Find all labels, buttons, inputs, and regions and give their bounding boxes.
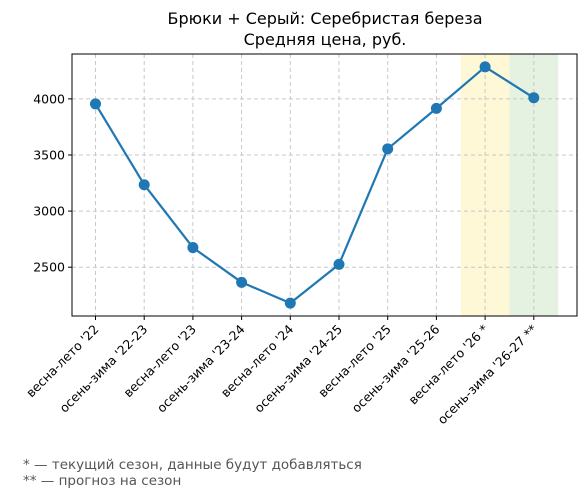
data-point (479, 61, 491, 73)
y-axis: 2500 3000 3500 4000 (33, 91, 72, 275)
y-tick-label: 3500 (33, 147, 65, 162)
y-tick-label: 4000 (33, 91, 65, 106)
grid-lines (72, 54, 577, 316)
season-highlights (460, 54, 559, 316)
season-highlight-band (460, 54, 510, 316)
x-tick-label: осень-зима '25-26 (349, 321, 443, 415)
data-point (430, 102, 442, 114)
data-point (382, 143, 394, 155)
series-line-group (90, 61, 540, 309)
x-tick-label: осень-зима '24-25 (251, 322, 345, 416)
footnote-current-season: * — текущий сезон, данные будут добавлят… (23, 457, 362, 473)
data-point (187, 242, 199, 254)
data-point (333, 258, 345, 270)
data-point (236, 276, 248, 288)
chart-subtitle: Средняя цена, руб. (244, 30, 407, 49)
data-point (528, 92, 540, 104)
footnote-forecast: ** — прогноз на сезон (23, 473, 182, 489)
plot-frame (71, 53, 578, 317)
y-tick-label: 3000 (33, 204, 65, 219)
y-tick-label: 2500 (33, 260, 65, 275)
series-line (94, 65, 535, 305)
data-point (90, 98, 101, 110)
chart-title: Брюки + Серый: Серебристая береза (167, 9, 482, 28)
x-tick-label: осень-зима '22-23 (56, 322, 150, 416)
x-tick-label: осень-зима '26-27 ** (434, 322, 540, 428)
x-tick-label: осень-зима '23-24 (154, 321, 248, 415)
data-point (284, 297, 296, 309)
data-point (138, 179, 150, 191)
